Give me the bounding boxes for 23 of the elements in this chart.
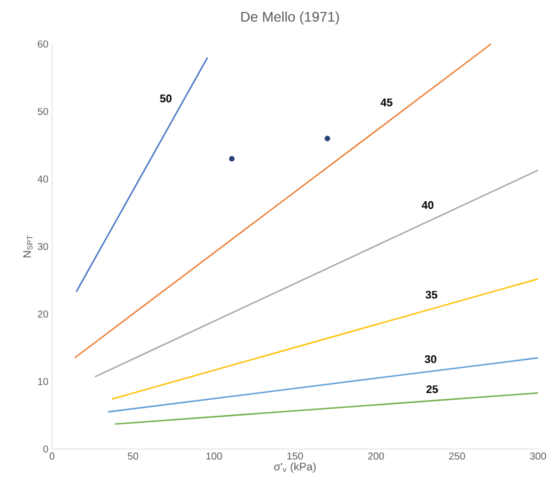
y-axis-title: N$_{SPT}$ (23, 235, 33, 258)
series-label: 45 (380, 98, 392, 106)
y-tick-label: 20 (38, 310, 48, 318)
x-tick-label: 50 (128, 452, 138, 460)
y-tick-label: 0 (43, 445, 48, 453)
y-tick-label: 50 (38, 108, 48, 116)
series-label: 30 (424, 355, 436, 364)
y-tick-label: 40 (38, 175, 48, 183)
y-tick-label: 60 (38, 40, 48, 48)
y-tick-label: 30 (38, 242, 48, 250)
x-tick-label: 150 (287, 452, 303, 460)
series-label: 25 (426, 385, 438, 394)
x-tick-label: 200 (368, 452, 384, 460)
series-label: 35 (426, 290, 438, 299)
series-label: 40 (422, 201, 434, 209)
x-tick-label: 250 (449, 452, 465, 460)
chart-title: De Mello (1971) (241, 11, 339, 25)
series-label: 50 (160, 94, 172, 102)
x-tick-label: 0 (50, 452, 54, 460)
y-tick-label: 10 (38, 378, 48, 386)
x-axis-title: σ'$_{v}$ (kPa) (274, 462, 316, 473)
x-tick-label: 300 (530, 452, 546, 460)
x-tick-label: 100 (206, 452, 222, 460)
